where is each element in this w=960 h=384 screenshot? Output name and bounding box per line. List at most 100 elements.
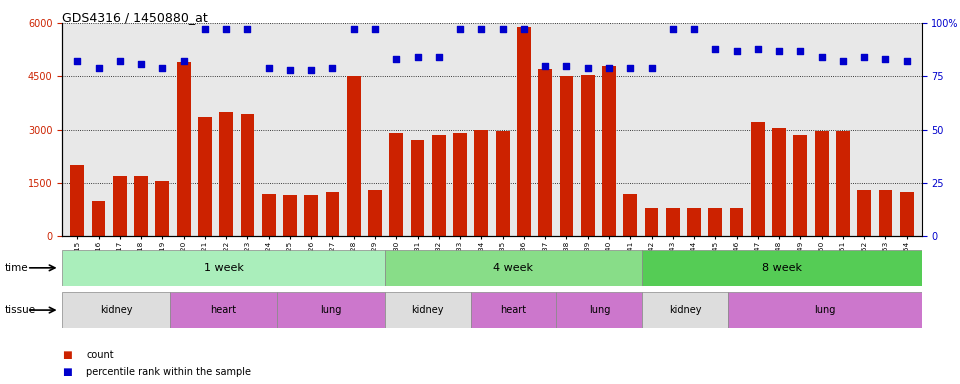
Point [899, 58, 914, 65]
Bar [815, 131, 828, 236]
Point [644, 65, 660, 71]
Bar [495, 131, 510, 236]
Point [303, 67, 319, 73]
Bar [623, 194, 637, 236]
Bar [368, 190, 382, 236]
Bar [134, 176, 148, 236]
Point [219, 26, 234, 33]
Bar [794, 135, 807, 236]
Point [155, 65, 170, 71]
Point [729, 48, 744, 54]
Text: lung: lung [588, 305, 611, 315]
Bar [219, 112, 233, 236]
Point [601, 65, 616, 71]
Point [750, 46, 765, 52]
Text: kidney: kidney [100, 305, 132, 315]
Bar [730, 208, 743, 236]
Bar [557, 292, 642, 328]
Text: 4 week: 4 week [493, 263, 534, 273]
Point [538, 63, 553, 69]
Point [324, 65, 340, 71]
Bar [878, 190, 893, 236]
Bar [836, 131, 850, 236]
Text: 1 week: 1 week [204, 263, 244, 273]
Point [772, 48, 787, 54]
Point [473, 26, 489, 33]
Point [793, 48, 808, 54]
Bar [857, 190, 871, 236]
Point [389, 56, 404, 62]
Point [835, 58, 851, 65]
Bar [62, 250, 385, 286]
Point [368, 26, 383, 33]
Point [516, 26, 532, 33]
Bar [390, 133, 403, 236]
Bar [156, 181, 169, 236]
Text: lung: lung [814, 305, 835, 315]
Text: 8 week: 8 week [762, 263, 802, 273]
Bar [453, 133, 467, 236]
Bar [470, 292, 557, 328]
Point [877, 56, 893, 62]
Bar [642, 292, 729, 328]
Point [665, 26, 681, 33]
Point [240, 26, 255, 33]
Point [708, 46, 723, 52]
Text: kidney: kidney [411, 305, 444, 315]
Point [686, 26, 702, 33]
Bar [666, 208, 680, 236]
Point [133, 60, 149, 66]
Bar [198, 117, 212, 236]
Point [112, 58, 128, 65]
Bar [385, 250, 642, 286]
Text: heart: heart [210, 305, 236, 315]
Bar [70, 165, 84, 236]
Bar [325, 192, 340, 236]
Point [410, 54, 425, 60]
Point [814, 54, 829, 60]
Bar [644, 208, 659, 236]
Bar [113, 176, 127, 236]
Bar [751, 122, 765, 236]
Bar [385, 292, 470, 328]
Text: percentile rank within the sample: percentile rank within the sample [86, 367, 252, 377]
Text: lung: lung [321, 305, 342, 315]
Point [452, 26, 468, 33]
Bar [170, 292, 277, 328]
Point [622, 65, 637, 71]
Text: heart: heart [500, 305, 526, 315]
Bar [642, 250, 922, 286]
Bar [517, 26, 531, 236]
Bar [560, 76, 573, 236]
Point [261, 65, 276, 71]
Bar [304, 195, 318, 236]
Bar [262, 194, 276, 236]
Text: tissue: tissue [5, 305, 36, 315]
Bar [687, 208, 701, 236]
Bar [91, 200, 106, 236]
Bar [772, 128, 786, 236]
Bar [411, 140, 424, 236]
Bar [177, 62, 190, 236]
Bar [277, 292, 385, 328]
Text: time: time [5, 263, 29, 273]
Text: ■: ■ [62, 350, 72, 360]
Point [431, 54, 446, 60]
Bar [900, 192, 914, 236]
Text: kidney: kidney [669, 305, 702, 315]
Bar [62, 292, 170, 328]
Bar [729, 292, 922, 328]
Point [282, 67, 298, 73]
Bar [581, 74, 594, 236]
Bar [241, 114, 254, 236]
Text: GDS4316 / 1450880_at: GDS4316 / 1450880_at [62, 12, 208, 25]
Text: ■: ■ [62, 367, 72, 377]
Point [856, 54, 872, 60]
Point [580, 65, 595, 71]
Point [176, 58, 191, 65]
Bar [283, 195, 297, 236]
Point [197, 26, 212, 33]
Point [559, 63, 574, 69]
Point [347, 26, 362, 33]
Bar [539, 69, 552, 236]
